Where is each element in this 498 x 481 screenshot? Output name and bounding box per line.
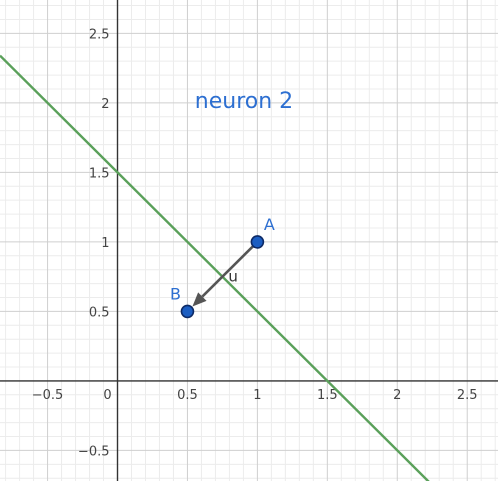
graph-title: neuron 2: [195, 89, 293, 114]
x-tick-label: 2: [393, 388, 401, 403]
point-a: [250, 235, 265, 249]
line-layer: [0, 54, 430, 481]
x-tick-label: 1.5: [317, 388, 338, 403]
y-tick-label: 1.5: [89, 166, 110, 181]
y-tick-label: 2.5: [89, 27, 110, 42]
x-tick-label: 0: [103, 388, 111, 403]
points-layer: AB: [170, 215, 275, 319]
vector-u-label: u: [228, 268, 238, 286]
y-tick-label: 2: [101, 97, 109, 112]
y-tick-label: 0.5: [89, 305, 110, 320]
decision-line: [0, 54, 430, 481]
x-tick-label: 0.5: [177, 388, 198, 403]
point-label-a: A: [264, 215, 275, 234]
point-label-b: B: [170, 284, 181, 303]
point-b: [180, 304, 195, 319]
vector-layer: u: [192, 240, 259, 307]
y-tick-label: 1: [101, 236, 109, 251]
y-tick-label: −0.5: [78, 444, 110, 459]
vector-u-arrowhead: [192, 292, 207, 307]
tick-labels: −0.5 0 0.5 1 1.5 2 2.5 2.5 2 1.5 1 0.5 −0.5: [32, 27, 478, 459]
vector-u-shaft: [201, 240, 259, 298]
x-tick-label: 2.5: [457, 388, 478, 403]
x-tick-label: 1: [253, 388, 261, 403]
x-tick-label: −0.5: [32, 388, 64, 403]
